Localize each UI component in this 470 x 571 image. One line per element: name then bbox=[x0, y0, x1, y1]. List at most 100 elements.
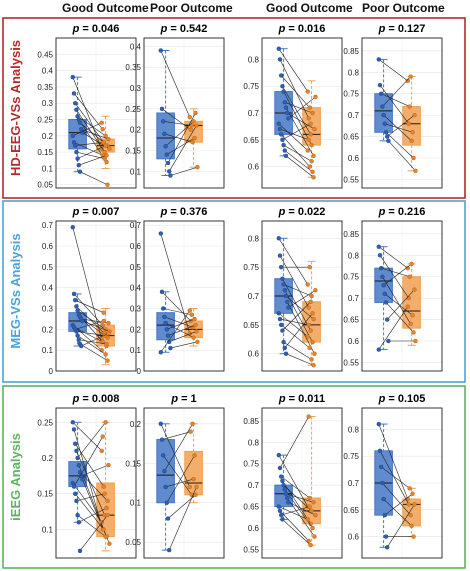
point-poor bbox=[306, 305, 311, 310]
point-good bbox=[279, 132, 284, 137]
p-symbol: p bbox=[72, 206, 80, 218]
pair-line bbox=[378, 59, 408, 82]
point-good bbox=[160, 119, 166, 124]
point-poor bbox=[103, 143, 108, 148]
point-good bbox=[160, 306, 166, 311]
p-value-label: p = 0.105 bbox=[378, 393, 426, 405]
point-poor bbox=[309, 293, 314, 299]
point-good bbox=[76, 337, 82, 342]
pair-line bbox=[288, 96, 316, 119]
point-good bbox=[74, 448, 79, 454]
point-poor bbox=[193, 492, 198, 498]
y-tick-label: 0.55 bbox=[243, 545, 259, 554]
point-good bbox=[376, 347, 381, 352]
point-good bbox=[277, 316, 283, 322]
point-poor bbox=[189, 123, 194, 128]
y-tick-label: 0.2 bbox=[42, 132, 54, 141]
point-good bbox=[72, 491, 78, 496]
point-poor bbox=[305, 89, 310, 94]
pair-line bbox=[79, 514, 108, 552]
p-value-label: p = 0.008 bbox=[72, 393, 120, 405]
point-good bbox=[376, 244, 381, 249]
y-tick-label: 0.2 bbox=[130, 325, 142, 334]
y-tick-label: 0.3 bbox=[42, 305, 54, 314]
y-tick-label: 0.6 bbox=[348, 154, 360, 163]
point-good bbox=[383, 534, 389, 539]
point-poor bbox=[104, 159, 109, 165]
pair-line bbox=[382, 482, 411, 516]
pair-line bbox=[76, 109, 105, 153]
plot-frame bbox=[143, 220, 225, 372]
pair-line bbox=[81, 129, 109, 140]
point-good bbox=[383, 300, 389, 305]
point-good bbox=[383, 130, 389, 135]
point-good bbox=[386, 338, 391, 344]
point-poor bbox=[105, 498, 110, 504]
point-good bbox=[380, 480, 385, 486]
y-tick-label: 0.75 bbox=[343, 90, 359, 99]
panel-r0-c3: 0.85 0.8 0.75 0.7 0.65 0.6 0.55 p = 0.127 bbox=[343, 23, 443, 189]
point-poor bbox=[102, 156, 107, 161]
point-good bbox=[72, 143, 78, 148]
point-poor bbox=[405, 78, 410, 84]
point-poor bbox=[306, 116, 311, 121]
point-poor bbox=[103, 133, 108, 139]
pair-line bbox=[72, 122, 102, 137]
point-good bbox=[74, 304, 79, 309]
point-poor bbox=[311, 316, 316, 322]
point-good bbox=[376, 57, 381, 62]
point-poor bbox=[104, 153, 109, 158]
point-good bbox=[276, 46, 281, 51]
p-value-label: p = 0.542 bbox=[160, 23, 208, 35]
y-tick-label: 0.8 bbox=[348, 68, 360, 77]
pair-line bbox=[378, 423, 409, 500]
point-poor bbox=[189, 312, 194, 317]
pair-line bbox=[281, 506, 310, 516]
pair-line bbox=[82, 479, 110, 544]
point-good bbox=[276, 236, 281, 241]
panel-r1-c2: 0.8 0.75 0.7 0.65 0.6 p = 0.022 bbox=[243, 206, 343, 372]
point-good bbox=[385, 545, 390, 550]
pair-line bbox=[379, 84, 409, 124]
point-good bbox=[70, 225, 76, 230]
pair-line bbox=[74, 443, 104, 487]
pair-line bbox=[283, 144, 312, 162]
point-good bbox=[379, 464, 384, 470]
point-good bbox=[162, 131, 167, 137]
point-poor bbox=[310, 169, 315, 175]
point-good bbox=[71, 291, 77, 297]
point-good bbox=[283, 105, 289, 110]
point-good bbox=[71, 91, 77, 96]
point-poor bbox=[193, 110, 198, 116]
pair-line bbox=[78, 155, 107, 166]
point-good bbox=[163, 320, 168, 326]
y-tick-label: 0.45 bbox=[37, 50, 53, 59]
point-good bbox=[277, 465, 283, 471]
plot-frame bbox=[361, 407, 443, 559]
p-value: = 0.542 bbox=[170, 23, 207, 35]
y-tick-label: 0.7 bbox=[248, 109, 260, 118]
point-good bbox=[165, 333, 171, 338]
point-poor bbox=[104, 341, 109, 347]
pair-line bbox=[76, 331, 105, 336]
point-poor bbox=[308, 132, 313, 137]
y-tick-label: 0.2 bbox=[42, 325, 54, 334]
point-poor bbox=[101, 310, 106, 315]
point-poor bbox=[413, 168, 418, 174]
pair-line bbox=[170, 341, 198, 349]
pair-line bbox=[285, 155, 314, 178]
plot-frame bbox=[55, 37, 137, 189]
point-poor bbox=[407, 274, 412, 279]
pair-line bbox=[278, 48, 309, 92]
point-good bbox=[164, 152, 170, 157]
point-poor bbox=[305, 148, 310, 153]
point-poor bbox=[307, 164, 312, 169]
point-poor bbox=[409, 261, 414, 267]
pair-line bbox=[169, 331, 197, 343]
point-good bbox=[286, 116, 291, 121]
point-poor bbox=[193, 322, 198, 328]
y-tick-label: 0.65 bbox=[343, 316, 359, 325]
p-value: = 0.127 bbox=[388, 23, 425, 35]
pair-line bbox=[160, 310, 191, 353]
point-good bbox=[280, 84, 285, 89]
